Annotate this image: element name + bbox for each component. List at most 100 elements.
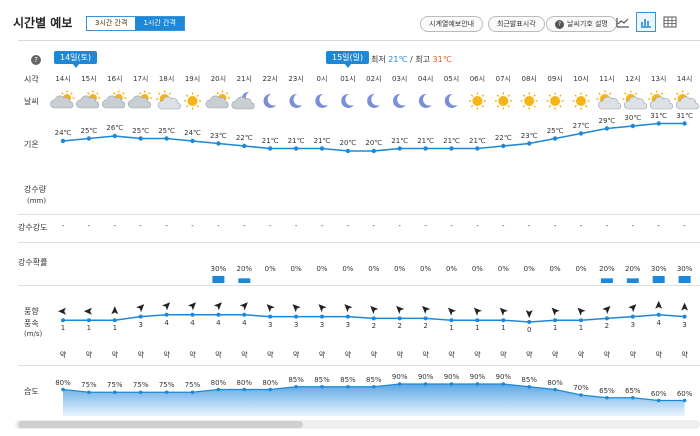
wind-strength-label: 약 (85, 351, 93, 359)
wind-direction-arrow-icon (681, 302, 689, 311)
humidity-point (320, 384, 324, 389)
wind-speed-label: 1 (552, 324, 558, 333)
precip-intensity-cell: - (113, 222, 117, 230)
row-label-precip-intensity: 강수강도 (18, 223, 48, 232)
wind-speed-label: 2 (371, 322, 377, 331)
wind-strength-label: 약 (163, 351, 170, 359)
page-title: 시간별 예보 (13, 16, 73, 30)
recent-release-time-button[interactable]: 최근발표시각 (488, 16, 545, 32)
wind-speed-point (423, 316, 428, 321)
hour-label: 23시 (288, 75, 304, 83)
temperature-label: 24℃ (184, 129, 201, 137)
precip-intensity-cell: - (657, 222, 660, 230)
line-chart-view-button[interactable] (613, 12, 633, 32)
wind-speed-label: 2 (397, 322, 402, 331)
scrollbar-thumb[interactable] (18, 421, 303, 428)
table-view-button[interactable] (660, 12, 680, 32)
temperature-label: 21℃ (443, 136, 460, 145)
moon-cloud-icon (231, 91, 255, 110)
wind-direction-arrow-icon (422, 305, 431, 314)
wind-strength-label: 약 (681, 351, 688, 359)
temperature-point (449, 146, 454, 151)
wind-direction-arrow-icon (499, 307, 508, 316)
wind-strength-label: 약 (59, 351, 67, 359)
bar-chart-view-button[interactable] (636, 12, 656, 32)
wind-speed-label: 1 (86, 324, 92, 333)
wind-speed-point (527, 320, 532, 324)
max-label: 최고 (415, 55, 430, 64)
precip-intensity-cell: - (243, 222, 246, 230)
help-icon: ? (555, 20, 564, 29)
humidity-label: 85% (314, 375, 330, 384)
wind-strength-label: 약 (551, 351, 559, 359)
temperature-label: 22℃ (235, 134, 253, 142)
precip-prob-label: 20% (625, 265, 641, 273)
hour-label: 14시 (676, 75, 693, 83)
wind-speed-point (216, 312, 221, 317)
moon-icon (367, 93, 380, 108)
temperature-label: 25℃ (132, 126, 150, 135)
temperature-point (604, 126, 610, 131)
temperature-point (501, 143, 506, 149)
wind-speed-label: 3 (682, 320, 687, 329)
wind-speed-point (371, 316, 376, 321)
wind-strength-label: 약 (629, 351, 637, 359)
precip-intensity-cell: - (346, 222, 350, 230)
horizontal-scrollbar[interactable] (15, 420, 700, 429)
precip-intensity-cell: - (502, 222, 505, 230)
wind-speed-point (61, 318, 65, 323)
temperature-point (216, 141, 221, 146)
wind-direction-arrow-icon (213, 302, 222, 311)
weather-symbol-legend-button[interactable]: ? 날씨기호 설명 (546, 16, 617, 32)
table-icon (663, 16, 677, 28)
wind-speed-point (138, 314, 143, 319)
humidity-label: 60% (650, 389, 667, 398)
row-label-weather: 날씨 (24, 97, 39, 106)
hour-label: 13시 (651, 75, 667, 83)
precip-prob-bar (600, 278, 613, 283)
hour-label: 05시 (443, 75, 460, 83)
temperature-label: 31℃ (650, 111, 668, 120)
precip-intensity-cell: - (476, 222, 479, 230)
precip-intensity-cell: - (450, 222, 453, 230)
tab-3-hour[interactable]: 3시간 간격 (87, 17, 136, 30)
humidity-point (87, 390, 91, 395)
cloud-sun-icon (205, 90, 230, 109)
temperature-label: 27℃ (572, 121, 590, 130)
humidity-label: 75% (132, 381, 149, 390)
temperature-label: 21℃ (417, 136, 434, 145)
precip-prob-label: 30% (210, 265, 227, 273)
timeseries-guide-button[interactable]: 시계열예보안내 (420, 16, 484, 32)
wind-speed-label: 1 (578, 324, 584, 333)
precip-intensity-cell: - (165, 222, 168, 230)
wind-speed-point (449, 318, 454, 323)
temperature-point (345, 148, 351, 154)
tab-1-hour[interactable]: 1시간 간격 (135, 17, 184, 30)
humidity-label: 80% (210, 378, 227, 387)
precip-intensity-cell: - (372, 222, 376, 230)
humidity-label: 90% (443, 373, 460, 381)
sun-icon (468, 92, 486, 110)
wind-direction-arrow-icon (136, 304, 145, 313)
humidity-point (553, 387, 557, 392)
temperature-label: 21℃ (287, 136, 305, 145)
wind-speed-label: 2 (423, 322, 428, 331)
bar-chart-icon (641, 19, 651, 28)
humidity-label: 60% (676, 389, 693, 398)
wind-direction-arrow-icon (396, 305, 405, 314)
header-divider (18, 40, 700, 41)
hour-label: 0시 (316, 75, 328, 83)
humidity-point (682, 398, 687, 403)
help-icon[interactable]: ? (31, 55, 41, 65)
humidity-point (242, 387, 247, 392)
wind-direction-arrow-icon (162, 302, 171, 311)
humidity-label: 85% (366, 375, 382, 384)
cloud-sun-icon (102, 90, 127, 109)
precip-intensity-cell: - (579, 222, 583, 230)
wind-strength-label: 약 (500, 351, 507, 359)
hour-label: 08시 (521, 75, 537, 83)
wind-speed-point (242, 312, 247, 317)
humidity-label: 80% (262, 378, 278, 387)
wind-speed-label: 4 (656, 318, 661, 327)
wind-speed-point (268, 314, 273, 319)
